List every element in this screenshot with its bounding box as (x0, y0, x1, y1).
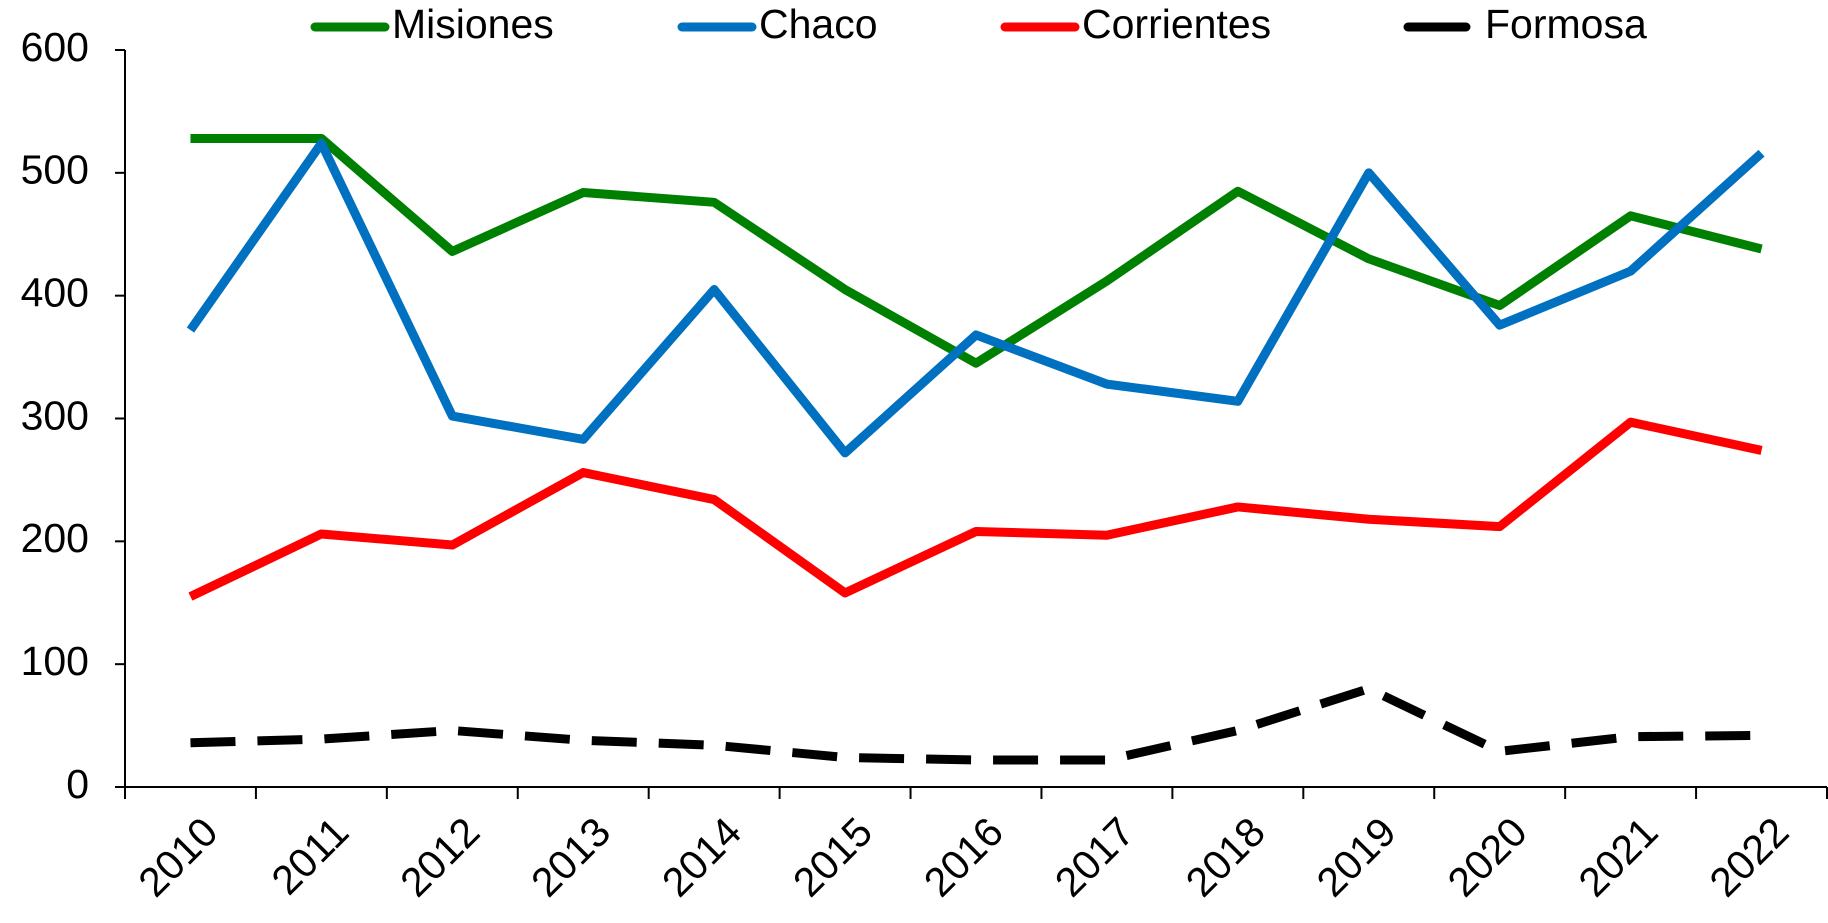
x-tick-label: 2021 (1570, 808, 1667, 905)
y-tick-label: 200 (21, 515, 89, 561)
x-tick-label: 2016 (915, 808, 1012, 905)
x-tick-label: 2015 (784, 808, 881, 905)
legend-label: Misiones (392, 1, 554, 47)
x-tick-label: 2011 (263, 808, 358, 903)
series-line (190, 133, 1763, 368)
series-line (188, 417, 1763, 601)
legend-label: Formosa (1485, 1, 1647, 47)
x-tick-label: 2014 (653, 808, 750, 905)
y-tick-label: 400 (21, 269, 89, 315)
legend-label: Chaco (759, 1, 878, 47)
x-tick-label: 2019 (1308, 808, 1405, 905)
y-tick-label: 300 (21, 392, 89, 438)
y-tick-label: 600 (21, 24, 89, 70)
x-tick-label: 2020 (1439, 808, 1536, 905)
y-tick-label: 500 (21, 147, 89, 193)
x-tick-label: 2010 (129, 808, 226, 905)
series-line (186, 138, 1765, 458)
x-tick-label: 2013 (522, 808, 619, 905)
y-tick-label: 0 (66, 761, 89, 807)
x-tick-label: 2018 (1177, 808, 1274, 905)
series-line (190, 684, 1762, 765)
x-tick-label: 2012 (391, 808, 488, 905)
y-tick-label: 100 (21, 638, 89, 684)
x-tick-label: 2017 (1046, 808, 1143, 905)
x-tick-label: 2022 (1701, 808, 1798, 905)
legend-label: Corrientes (1082, 1, 1271, 47)
